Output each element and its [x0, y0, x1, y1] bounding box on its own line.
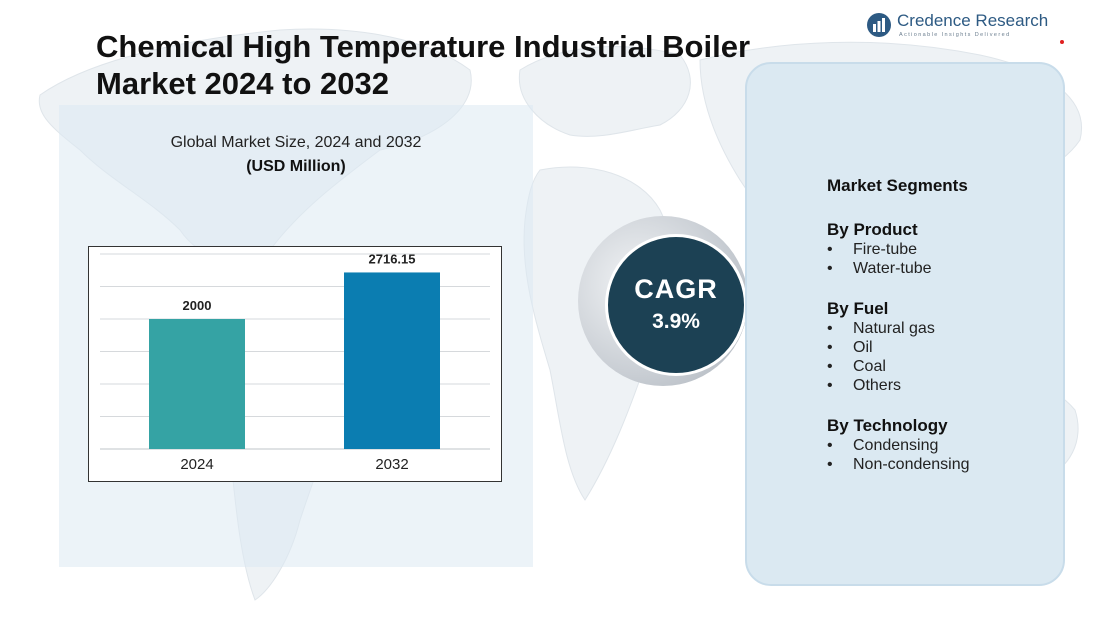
segment-item-label: Others: [853, 377, 902, 394]
page-title-line-2: Market 2024 to 2032: [96, 66, 389, 101]
chart-unit-label: (USD Million): [246, 158, 346, 175]
segment-item: • Condensing: [827, 437, 939, 454]
segment-item-label: Fire-tube: [853, 241, 918, 258]
segment-item: • Others: [827, 377, 902, 394]
page-title: Chemical High Temperature Industrial Boi…: [96, 28, 796, 102]
segment-item: • Water-tube: [827, 260, 932, 277]
segment-group-title: By Product: [827, 220, 918, 239]
segment-group-title: By Technology: [827, 416, 948, 435]
segment-item-label: Oil: [853, 339, 873, 356]
chart-subtitle: Global Market Size, 2024 and 2032: [170, 134, 422, 151]
segment-item-label: Condensing: [853, 437, 939, 454]
segment-item: • Non-condensing: [827, 456, 970, 473]
cagr-badge: CAGR 3.9%: [578, 216, 748, 386]
red-dot-decoration: [1060, 40, 1064, 44]
segment-item: • Oil: [827, 339, 873, 356]
brand-tagline: Actionable Insights Delivered: [899, 32, 1011, 38]
cagr-label: CAGR: [634, 274, 718, 304]
cagr-inner-circle: [605, 234, 747, 376]
segment-item: • Fire-tube: [827, 241, 918, 258]
segment-item-label: Non-condensing: [853, 456, 970, 473]
brand-logo: Credence Research Actionable Insights De…: [866, 10, 1056, 42]
segment-group-title: By Fuel: [827, 299, 889, 318]
segment-item-label: Water-tube: [853, 260, 932, 277]
segments-heading: Market Segments: [827, 176, 968, 195]
segments-panel: [745, 62, 1065, 586]
segment-item: • Coal: [827, 358, 886, 375]
segment-item-label: Natural gas: [853, 320, 935, 337]
segment-item: • Natural gas: [827, 320, 935, 337]
page-title-line-1: Chemical High Temperature Industrial Boi…: [96, 29, 751, 64]
credence-logo-icon: [867, 13, 891, 37]
segment-item-label: Coal: [853, 358, 886, 375]
chart-frame: [88, 246, 502, 482]
cagr-value: 3.9%: [652, 310, 700, 333]
brand-name: Credence Research: [897, 11, 1049, 30]
